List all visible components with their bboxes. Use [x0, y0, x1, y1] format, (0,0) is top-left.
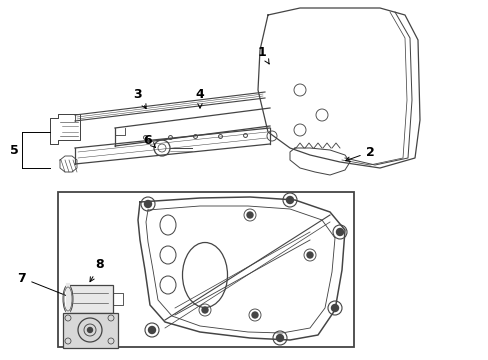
Bar: [68, 285, 113, 313]
Circle shape: [246, 212, 252, 218]
Text: 2: 2: [345, 145, 374, 161]
Text: 5: 5: [10, 144, 19, 157]
Circle shape: [286, 197, 293, 203]
Text: 1: 1: [257, 45, 268, 64]
Circle shape: [87, 328, 92, 333]
Bar: [63, 313, 118, 348]
Bar: [58, 192, 353, 347]
Circle shape: [148, 327, 155, 333]
Text: 3: 3: [133, 87, 146, 109]
Circle shape: [251, 312, 258, 318]
Circle shape: [331, 305, 338, 311]
Circle shape: [202, 307, 207, 313]
Circle shape: [336, 229, 343, 235]
Text: 6: 6: [143, 134, 155, 147]
Circle shape: [144, 201, 151, 207]
Text: 8: 8: [90, 258, 104, 282]
Circle shape: [276, 334, 283, 342]
Text: 4: 4: [195, 87, 204, 108]
Text: 7: 7: [18, 271, 86, 304]
Circle shape: [306, 252, 312, 258]
